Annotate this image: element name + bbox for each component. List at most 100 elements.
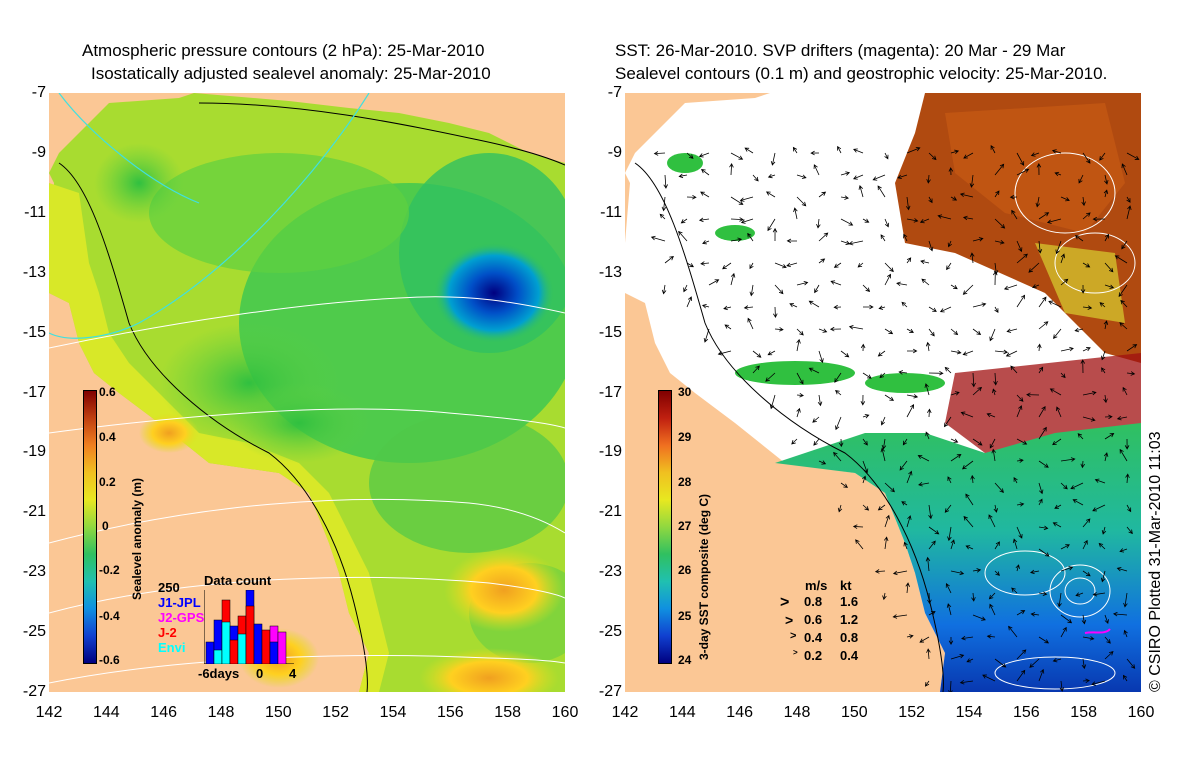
colorbar-tick: 27 bbox=[678, 519, 692, 533]
velocity-arrow bbox=[818, 460, 827, 465]
lon-tick-label: 152 bbox=[322, 704, 349, 721]
speed-ms: 0.2 bbox=[804, 648, 823, 663]
velocity-arrow bbox=[663, 174, 668, 189]
velocity-arrow bbox=[1074, 235, 1084, 242]
velocity-arrow bbox=[1080, 359, 1086, 374]
velocity-arrow bbox=[752, 174, 759, 182]
velocity-arrow bbox=[920, 259, 930, 265]
velocity-arrow bbox=[862, 475, 867, 484]
velocity-arrow bbox=[730, 152, 744, 160]
velocity-arrow bbox=[962, 284, 974, 295]
velocity-arrow bbox=[950, 454, 962, 462]
velocity-arrow bbox=[796, 280, 809, 286]
velocity-arrow bbox=[698, 152, 710, 158]
velocity-arrow bbox=[1038, 321, 1049, 330]
velocity-arrow bbox=[970, 474, 975, 484]
velocity-arrow bbox=[950, 438, 959, 443]
velocity-arrow bbox=[1081, 614, 1087, 625]
velocity-arrow bbox=[1126, 371, 1136, 376]
velocity-arrow bbox=[1030, 152, 1040, 157]
sealevel-colorbar bbox=[83, 390, 97, 664]
lon-tick-label: 144 bbox=[668, 704, 696, 721]
velocity-arrow bbox=[950, 284, 958, 290]
velocity-arrow bbox=[1051, 149, 1062, 154]
velocity-arrow bbox=[1010, 365, 1018, 374]
velocity-arrow bbox=[880, 447, 886, 462]
velocity-arrow bbox=[950, 570, 965, 576]
velocity-arrow bbox=[1104, 651, 1114, 660]
velocity-arrow bbox=[1008, 625, 1018, 638]
velocity-arrow bbox=[1104, 614, 1109, 624]
velocity-arrow bbox=[1038, 405, 1046, 418]
data-count-bars bbox=[204, 590, 294, 664]
velocity-arrow bbox=[834, 372, 842, 383]
velocity-arrow bbox=[701, 304, 710, 309]
velocity-arrow bbox=[884, 482, 895, 493]
velocity-arrow bbox=[1094, 478, 1106, 484]
velocity-arrow bbox=[994, 349, 1009, 355]
velocity-arrow bbox=[1038, 668, 1045, 682]
velocity-arrow bbox=[927, 408, 932, 418]
velocity-arrow bbox=[971, 592, 976, 602]
velocity-arrow bbox=[1082, 678, 1090, 684]
sst-colorbar bbox=[658, 390, 672, 664]
velocity-arrow bbox=[765, 372, 776, 382]
velocity-arrow bbox=[1099, 152, 1106, 161]
velocity-arrow bbox=[963, 152, 974, 159]
velocity-arrow bbox=[722, 262, 732, 270]
velocity-arrow bbox=[1126, 504, 1132, 513]
velocity-arrow bbox=[1070, 482, 1084, 490]
velocity-arrow bbox=[906, 394, 919, 399]
velocity-arrow bbox=[862, 460, 869, 474]
velocity-arrow bbox=[897, 174, 908, 180]
velocity-arrow bbox=[892, 570, 908, 576]
velocity-arrow bbox=[661, 284, 667, 295]
lat-tick-label: -13 bbox=[22, 263, 46, 281]
velocity-arrow bbox=[993, 372, 998, 386]
velocity-arrow bbox=[862, 284, 871, 292]
velocity-arrow bbox=[857, 262, 864, 268]
velocity-arrow bbox=[860, 343, 866, 352]
velocity-arrow bbox=[700, 261, 710, 266]
velocity-arrow bbox=[884, 514, 890, 528]
colorbar-tick: 26 bbox=[678, 563, 692, 577]
velocity-arrow bbox=[860, 394, 866, 406]
velocity-arrow bbox=[818, 232, 829, 242]
velocity-arrow bbox=[982, 674, 996, 682]
velocity-arrow bbox=[1026, 392, 1040, 397]
velocity-arrow bbox=[1077, 433, 1084, 440]
velocity-arrow bbox=[813, 164, 820, 176]
velocity-arrow bbox=[925, 341, 931, 352]
velocity-arrow bbox=[994, 190, 1000, 198]
velocity-arrow bbox=[971, 372, 976, 388]
velocity-arrow bbox=[1016, 152, 1025, 166]
velocity-arrow bbox=[816, 218, 821, 229]
velocity-arrow bbox=[749, 262, 754, 270]
velocity-arrow bbox=[1126, 344, 1138, 352]
velocity-arrow bbox=[686, 262, 695, 268]
velocity-arrow bbox=[884, 394, 895, 401]
velocity-arrow bbox=[928, 370, 944, 376]
velocity-arrow bbox=[661, 196, 667, 212]
velocity-arrow bbox=[862, 414, 870, 419]
arrow-icon: > bbox=[793, 648, 798, 657]
velocity-arrow bbox=[1038, 482, 1044, 495]
lon-tick-label: 146 bbox=[150, 704, 177, 721]
velocity-arrow bbox=[944, 504, 952, 513]
velocity-arrow bbox=[769, 394, 776, 410]
lon-tick-label: 156 bbox=[1012, 704, 1040, 721]
velocity-arrow bbox=[730, 196, 744, 205]
velocity-arrow bbox=[818, 191, 827, 198]
velocity-arrow bbox=[874, 569, 886, 574]
colorbar-tick: -0.4 bbox=[99, 609, 120, 623]
lon-tick-label: 142 bbox=[611, 704, 639, 721]
velocity-arrow bbox=[796, 338, 801, 352]
velocity-arrow bbox=[835, 389, 842, 396]
velocity-arrow bbox=[966, 658, 974, 663]
lat-tick-label: -15 bbox=[22, 323, 46, 341]
velocity-arrow bbox=[943, 416, 952, 428]
velocity-arrow bbox=[1098, 542, 1106, 550]
velocity-arrow bbox=[813, 438, 820, 446]
velocity-arrow bbox=[928, 328, 935, 337]
velocity-arrow bbox=[989, 438, 996, 449]
